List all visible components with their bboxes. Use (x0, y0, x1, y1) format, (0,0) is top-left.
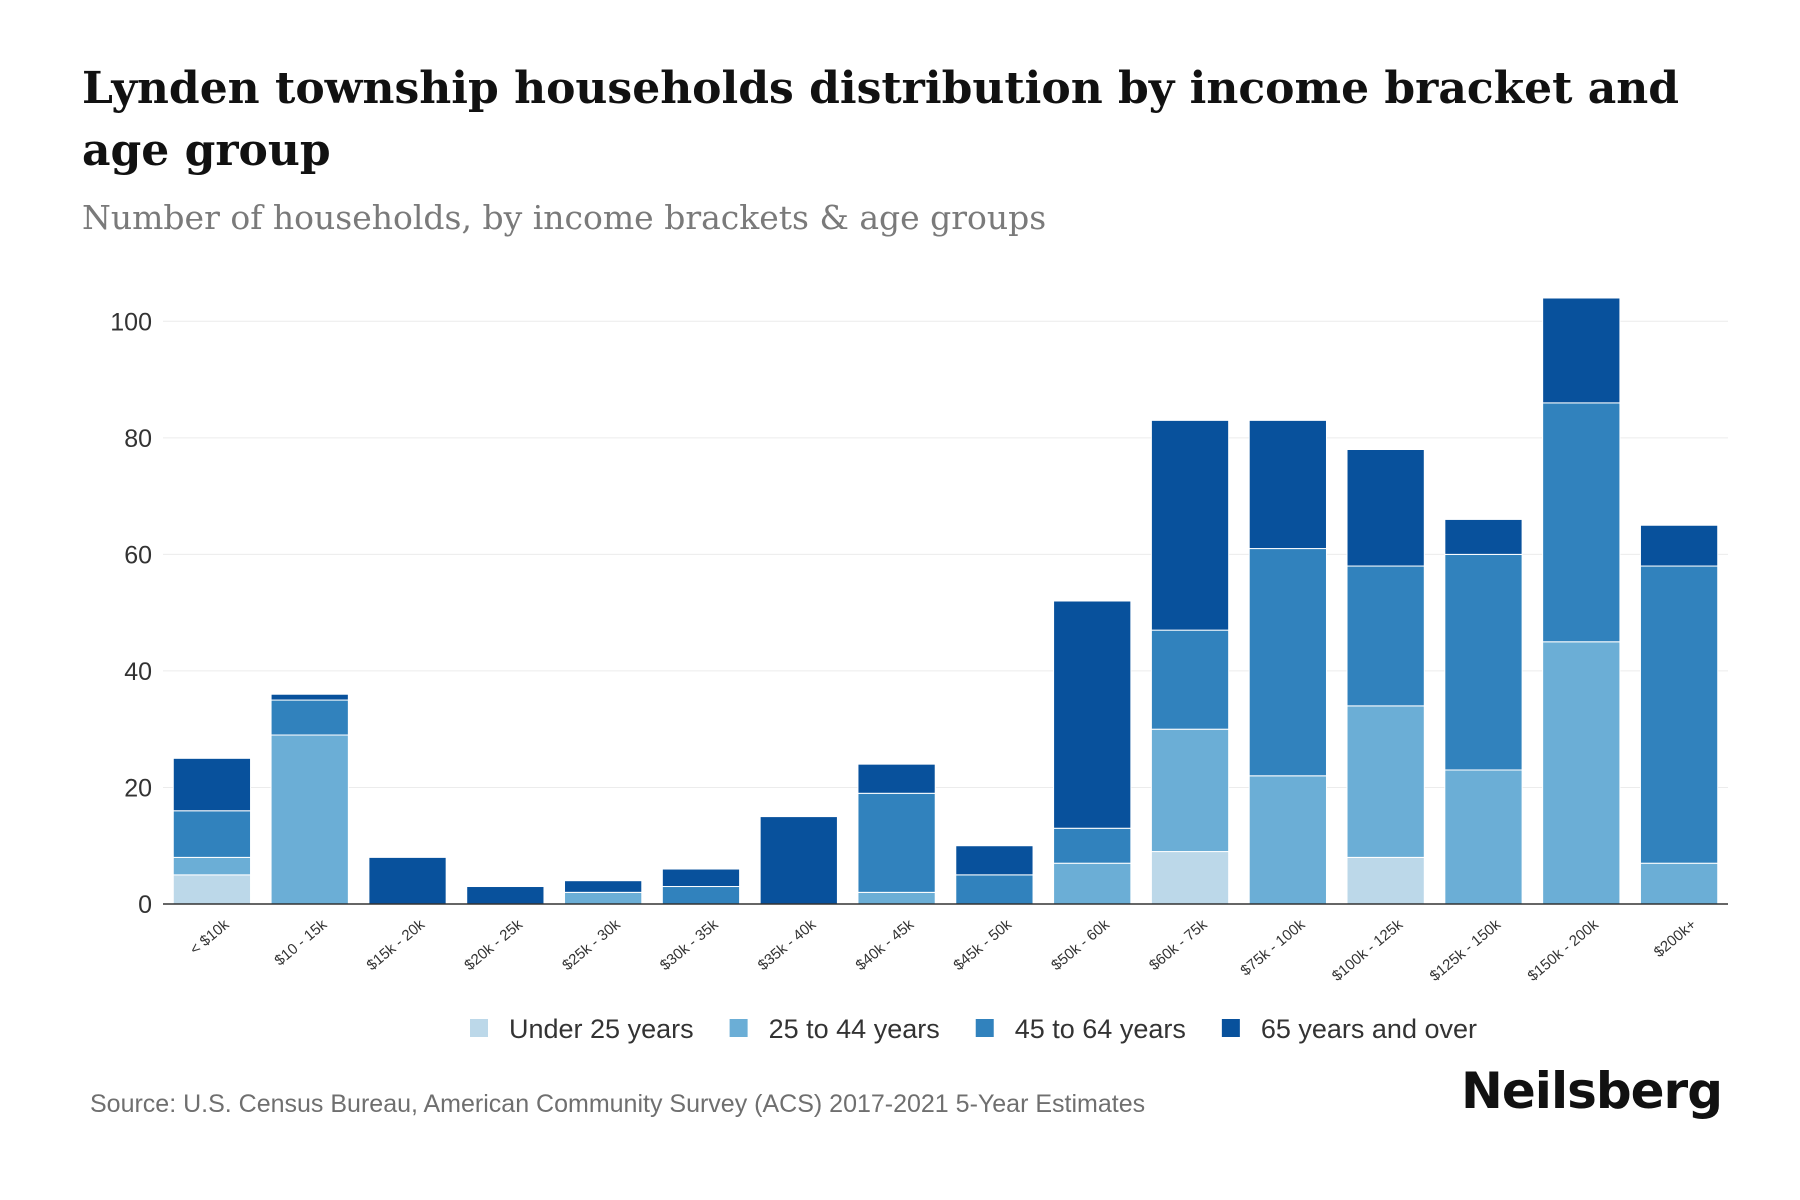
bar-segment (1639, 565, 1719, 864)
y-tick-label: 80 (124, 425, 152, 453)
bar-segment (955, 874, 1034, 905)
y-tick-label: 60 (124, 541, 152, 569)
chart-subtitle: Number of households, by income brackets… (82, 198, 1047, 237)
bar-segment (1444, 553, 1523, 771)
bar-segment (172, 757, 252, 812)
legend-label: Under 25 years (509, 1014, 694, 1044)
bar-segment (661, 868, 741, 888)
bar-segment (1248, 419, 1327, 550)
bar-segment (172, 874, 252, 905)
bar-segment (466, 886, 545, 905)
x-tick-label: $200k+ (1651, 916, 1700, 961)
x-tick-label: $25k - 30k (559, 916, 624, 974)
bar-segment (1053, 862, 1132, 905)
bar-segment (270, 693, 349, 701)
bar-segment (172, 810, 252, 858)
bar-segment (564, 891, 643, 905)
x-tick-label: $30k - 35k (657, 916, 722, 974)
bar-segment (857, 891, 936, 905)
bar-segment (368, 856, 447, 905)
legend-label: 65 years and over (1261, 1014, 1477, 1044)
x-tick-label: $100k - 125k (1329, 916, 1407, 985)
bar-segment (1248, 548, 1327, 777)
chart-title: Lynden township households distribution … (82, 63, 1680, 176)
bar-segment (1444, 769, 1523, 905)
legend-swatch (470, 1019, 488, 1037)
x-tick-label: $50k - 60k (1048, 916, 1113, 974)
bars (172, 297, 1719, 905)
x-tick-label: $15k - 20k (364, 916, 429, 974)
bar-segment (1248, 775, 1327, 905)
x-tick-label: $40k - 45k (853, 916, 918, 974)
bar-segment (1639, 862, 1719, 905)
x-tick-label: $75k - 100k (1237, 916, 1308, 980)
x-tick-label: $60k - 75k (1146, 916, 1211, 974)
bar-segment (857, 763, 936, 794)
legend-label: 25 to 44 years (769, 1014, 940, 1044)
legend-swatch (729, 1019, 748, 1037)
bar-segment (172, 856, 252, 876)
bar-segment (1346, 856, 1425, 905)
bar-segment (270, 734, 349, 905)
y-axis-ticks: 0 20 40 60 80 100 (110, 308, 152, 919)
bar-segment (1053, 600, 1132, 829)
legend-swatch (1221, 1019, 1240, 1037)
bar-segment (759, 816, 838, 905)
bar-segment (564, 880, 643, 893)
brand-logo: Neilsberg (1461, 1062, 1723, 1120)
source-note: Source: U.S. Census Bureau, American Com… (90, 1090, 1146, 1118)
y-tick-label: 20 (124, 774, 152, 802)
x-tick-label: $125k - 150k (1427, 916, 1505, 985)
bar-segment (1150, 851, 1230, 905)
x-tick-label: $35k - 40k (755, 916, 820, 974)
bar-segment (1542, 297, 1621, 404)
bar-segment (857, 792, 936, 893)
bar-segment (270, 699, 349, 736)
bar-segment (1150, 728, 1230, 853)
bar-segment (1346, 565, 1425, 707)
y-tick-label: 100 (110, 308, 152, 336)
bar-segment (1542, 641, 1621, 905)
bar-segment (1053, 827, 1132, 864)
legend: Under 25 years 25 to 44 years 45 to 64 yea… (470, 1014, 1477, 1044)
x-tick-label: $20k - 25k (461, 916, 526, 974)
bar-segment (1542, 402, 1621, 643)
x-tick-label: $10 - 15k (271, 916, 330, 970)
bar-segment (1346, 449, 1425, 567)
y-tick-label: 0 (138, 891, 152, 919)
bar-segment (1150, 629, 1230, 730)
bar-segment (1444, 518, 1523, 555)
x-tick-label: < $10k (187, 916, 233, 959)
bar-segment (955, 845, 1034, 876)
y-tick-label: 40 (124, 658, 152, 686)
bar-segment (1639, 524, 1719, 567)
x-axis: < $10k $10 - 15k $15k - 20k $20k - 25k $25k … (163, 903, 1728, 985)
legend-label: 45 to 64 years (1015, 1014, 1186, 1044)
legend-swatch (975, 1019, 994, 1037)
bar-segment (661, 886, 741, 905)
x-tick-label: $150k - 200k (1524, 916, 1602, 985)
bar-segment (1346, 705, 1425, 858)
bar-segment (1150, 419, 1230, 631)
x-tick-label: $45k - 50k (950, 916, 1015, 974)
